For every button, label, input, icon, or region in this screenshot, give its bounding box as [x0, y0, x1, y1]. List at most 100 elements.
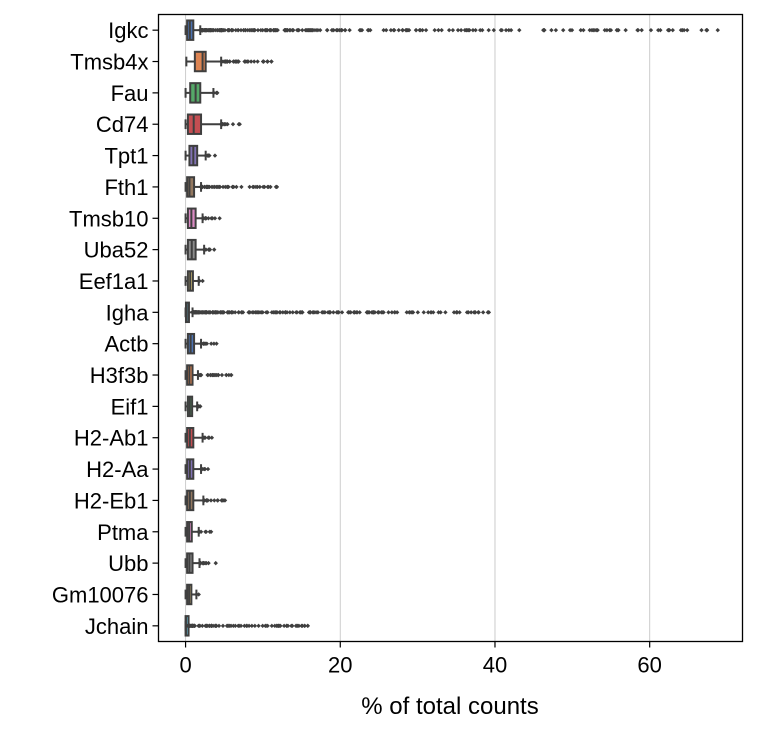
outlier-point — [234, 184, 239, 190]
outlier-point — [243, 27, 248, 33]
outlier-point — [308, 310, 313, 315]
outlier-point — [272, 623, 278, 629]
outlier-point — [285, 623, 291, 629]
outlier-point — [541, 27, 547, 33]
outlier-point — [269, 59, 274, 64]
outlier-point — [289, 623, 294, 629]
x-tick-label: 0 — [179, 653, 191, 678]
outlier-point — [211, 341, 217, 346]
y-tick-label: Cd74 — [96, 112, 149, 137]
outlier-point — [226, 184, 231, 190]
outlier-point — [191, 310, 196, 315]
outlier-point — [265, 59, 270, 64]
outlier-point — [269, 623, 275, 629]
x-axis-ticks: 0 20 40 60 — [179, 641, 662, 678]
outlier-point — [486, 310, 491, 315]
outlier-point — [591, 27, 596, 33]
outlier-point — [290, 27, 295, 33]
outlier-point — [428, 310, 434, 315]
outlier-point — [358, 27, 364, 33]
outlier-point — [271, 27, 277, 33]
outlier-point — [417, 27, 422, 33]
outlier-point — [185, 623, 191, 629]
outlier-point — [656, 27, 661, 33]
y-tick-label: Igha — [106, 300, 150, 325]
outlier-point — [300, 310, 305, 315]
outlier-point — [249, 623, 255, 629]
outlier-point — [200, 27, 205, 33]
outlier-point — [470, 27, 476, 33]
outlier-point — [194, 592, 199, 597]
outlier-point — [357, 310, 362, 315]
outlier-point — [457, 310, 462, 315]
outlier-point — [263, 27, 268, 33]
outlier-point — [259, 310, 264, 315]
outlier-point — [213, 560, 218, 566]
outlier-point — [255, 27, 261, 33]
box-eif1 — [184, 395, 203, 418]
outlier-point — [215, 310, 221, 315]
outlier-point — [517, 27, 522, 33]
outlier-point — [306, 27, 312, 33]
outlier-point — [281, 623, 287, 629]
y-axis-ticks: Igkc Tmsb4x Fau Cd74 Tpt1 Fth1 Tmsb10 Uba52 Eef1… — [52, 18, 159, 639]
outlier-point — [639, 27, 644, 33]
y-tick-label: H3f3b — [90, 363, 149, 388]
y-tick-label: Fau — [111, 81, 149, 106]
y-tick-label: Tmsb10 — [69, 206, 148, 231]
outlier-point — [439, 27, 444, 33]
outlier-point — [578, 27, 583, 33]
box-iqr — [186, 176, 196, 198]
outlier-point — [247, 184, 252, 190]
outlier-point — [458, 27, 464, 33]
y-tick-label: H2-Aa — [86, 457, 149, 482]
outlier-point — [203, 529, 208, 534]
outlier-point — [280, 310, 286, 315]
outlier-point — [205, 466, 211, 472]
outlier-point — [246, 623, 252, 629]
box-series — [184, 19, 720, 637]
box-h2-eb1 — [184, 489, 228, 512]
outlier-point — [208, 498, 214, 503]
outlier-point — [327, 310, 333, 315]
outlier-point — [329, 27, 335, 33]
outlier-point — [413, 27, 419, 33]
outlier-point — [278, 623, 283, 629]
outlier-point — [553, 27, 559, 33]
outlier-point — [400, 27, 405, 33]
box-tmsb10 — [184, 207, 222, 229]
outlier-point — [220, 310, 226, 315]
outlier-point — [202, 466, 208, 472]
outlier-point — [283, 310, 288, 315]
outlier-point — [265, 310, 270, 315]
outlier-point — [225, 623, 231, 629]
outlier-point — [274, 184, 280, 190]
outlier-point — [226, 27, 232, 33]
outlier-point — [200, 310, 205, 315]
outlier-point — [236, 27, 241, 33]
outlier-point — [388, 27, 394, 33]
outlier-point — [201, 341, 206, 346]
outlier-point — [196, 529, 201, 534]
outlier-point — [252, 623, 258, 629]
outlier-point — [213, 372, 219, 378]
outlier-point — [212, 310, 218, 315]
outlier-point — [262, 184, 267, 190]
outlier-point — [451, 310, 457, 315]
outlier-point — [436, 310, 441, 315]
outlier-point — [220, 184, 226, 190]
outlier-point — [218, 27, 223, 33]
outlier-point — [290, 310, 295, 315]
outlier-point — [704, 27, 710, 33]
outlier-point — [317, 27, 323, 33]
outlier-point — [569, 27, 575, 33]
y-tick-label: Tpt1 — [104, 144, 148, 169]
outlier-point — [699, 27, 704, 33]
outlier-point — [222, 498, 228, 503]
outlier-point — [287, 310, 293, 315]
outlier-point — [207, 247, 212, 252]
outlier-point — [322, 310, 328, 315]
outlier-point — [208, 341, 214, 346]
outlier-point — [196, 592, 201, 597]
outlier-point — [238, 27, 244, 33]
